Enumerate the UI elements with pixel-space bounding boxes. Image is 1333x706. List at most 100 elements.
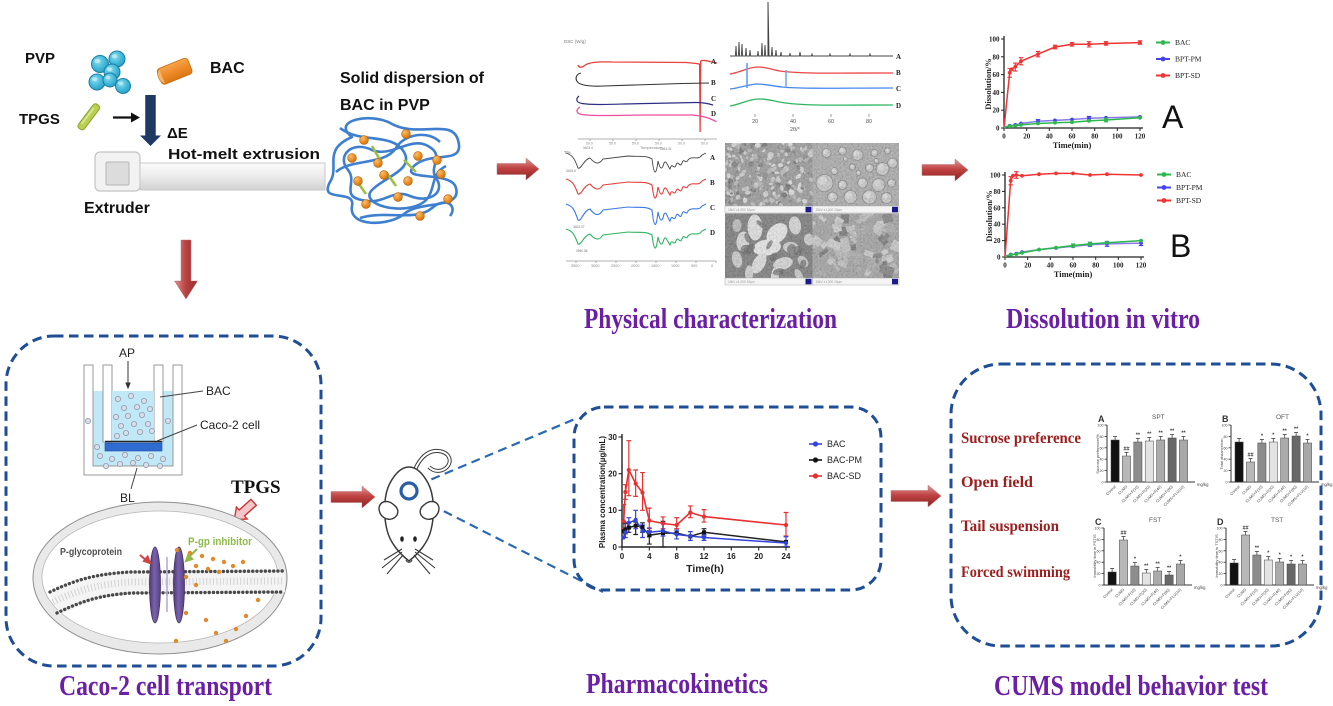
svg-text:mg/kg: mg/kg	[1197, 482, 1209, 487]
svg-text:Time(min): Time(min)	[1054, 269, 1093, 279]
svg-text:Physical characterization: Physical characterization	[584, 304, 837, 335]
svg-text:1663.31: 1663.31	[660, 147, 672, 151]
svg-text:BAC: BAC	[827, 439, 846, 449]
svg-text:AP: AP	[119, 346, 135, 360]
svg-text:50.0: 50.0	[701, 142, 708, 146]
svg-text:Dissolution/%: Dissolution/%	[983, 58, 993, 110]
svg-text:15kV x1,000 10µm: 15kV x1,000 10µm	[816, 280, 843, 284]
svg-text:BAC: BAC	[1176, 170, 1191, 179]
svg-text:40: 40	[994, 221, 1002, 229]
svg-text:Control: Control	[1105, 485, 1117, 497]
svg-text:20: 20	[1023, 133, 1031, 141]
svg-text:4: 4	[647, 552, 652, 561]
svg-text:50.0: 50.0	[632, 142, 639, 146]
svg-text:120: 120	[1136, 262, 1147, 270]
svg-text:DSC (W/g): DSC (W/g)	[564, 39, 586, 44]
svg-text:40: 40	[1100, 458, 1104, 462]
svg-text:BPT-SD: BPT-SD	[1175, 71, 1201, 80]
svg-text:20: 20	[608, 470, 617, 479]
svg-text:CUMS: CUMS	[1236, 588, 1247, 599]
svg-text:ΔE: ΔE	[167, 125, 188, 142]
svg-text:60: 60	[993, 71, 1001, 79]
svg-text:Tail suspension: Tail suspension	[961, 518, 1059, 535]
svg-text:*: *	[1290, 555, 1293, 561]
svg-text:*: *	[1279, 553, 1282, 559]
svg-text:D: D	[896, 102, 901, 110]
svg-text:Time(min): Time(min)	[1053, 140, 1092, 150]
svg-text:40: 40	[1047, 262, 1055, 270]
svg-text:80: 80	[1219, 538, 1223, 542]
svg-text:30: 30	[608, 433, 617, 442]
svg-text:CUMS: CUMS	[1241, 485, 1252, 496]
svg-text:2000: 2000	[631, 264, 639, 268]
svg-text:80: 80	[1100, 435, 1104, 439]
svg-text:B: B	[710, 179, 715, 187]
svg-text:50.0: 50.0	[655, 142, 662, 146]
svg-text:80: 80	[994, 188, 1002, 196]
svg-text:CUMS model behavior test: CUMS model behavior test	[994, 671, 1269, 702]
svg-text:##: ##	[1123, 447, 1129, 453]
svg-text:BAC-PM: BAC-PM	[827, 455, 862, 465]
svg-text:C: C	[710, 204, 715, 212]
svg-text:Open field: Open field	[961, 474, 1033, 491]
svg-text:CUMS: CUMS	[1117, 485, 1128, 496]
svg-text:BAC in PVP: BAC in PVP	[340, 97, 430, 114]
svg-text:0: 0	[1102, 481, 1104, 485]
svg-text:0: 0	[620, 552, 625, 561]
svg-text:Forced swimming: Forced swimming	[961, 564, 1070, 581]
svg-text:0: 0	[1099, 584, 1101, 588]
svg-text:OFT: OFT	[1276, 414, 1289, 421]
svg-text:20: 20	[1100, 469, 1104, 473]
svg-text:mg/kg: mg/kg	[1194, 585, 1206, 590]
svg-text:C: C	[711, 95, 716, 103]
svg-text:**: **	[1181, 431, 1186, 437]
svg-text:80: 80	[1092, 262, 1100, 270]
svg-text:20: 20	[1219, 572, 1223, 576]
svg-text:60: 60	[1097, 549, 1101, 553]
svg-text:BL: BL	[120, 491, 135, 505]
svg-text:2950.56: 2950.56	[576, 249, 588, 253]
svg-text:A: A	[711, 58, 716, 66]
svg-text:**: **	[1136, 433, 1141, 439]
svg-text:BAC: BAC	[206, 384, 231, 398]
svg-text:**: **	[1170, 429, 1175, 435]
svg-text:**: **	[1156, 562, 1161, 568]
svg-text:D: D	[1217, 517, 1224, 527]
svg-text:C: C	[1095, 517, 1102, 527]
svg-text:PVP: PVP	[25, 50, 55, 67]
svg-text:Hot-melt extrusion: Hot-melt extrusion	[168, 146, 320, 163]
svg-text:80: 80	[1097, 538, 1101, 542]
svg-text:60: 60	[828, 119, 834, 125]
svg-text:Extruder: Extruder	[84, 200, 150, 217]
svg-text:Time(h): Time(h)	[686, 563, 724, 575]
svg-text:mg/kg: mg/kg	[1321, 482, 1333, 487]
svg-text:A: A	[1162, 99, 1184, 135]
svg-text:50.0: 50.0	[678, 142, 685, 146]
svg-text:mg/kg: mg/kg	[1316, 585, 1328, 590]
svg-text:100: 100	[1095, 527, 1101, 531]
svg-text:60: 60	[1100, 446, 1104, 450]
svg-text:Temperature: Temperature	[640, 145, 663, 150]
svg-text:*: *	[1134, 557, 1137, 563]
svg-text:BPT-PM: BPT-PM	[1176, 183, 1203, 192]
svg-text:**: **	[1283, 429, 1288, 435]
svg-text:##: ##	[1247, 453, 1253, 459]
svg-text:Control: Control	[1102, 588, 1114, 600]
svg-text:3403.4: 3403.4	[583, 146, 593, 150]
svg-text:BAC: BAC	[210, 60, 245, 77]
svg-text:Immobility time in TST/S: Immobility time in TST/S	[1214, 534, 1219, 578]
svg-text:40: 40	[993, 89, 1001, 97]
svg-text:80: 80	[993, 53, 1001, 61]
svg-text:*: *	[1261, 434, 1264, 440]
svg-text:Total distance/cm: Total distance/cm	[1219, 438, 1224, 470]
svg-text:BPT-PM: BPT-PM	[1175, 55, 1202, 64]
svg-text:Pharmacokinetics: Pharmacokinetics	[586, 669, 768, 700]
svg-text:0: 0	[1221, 584, 1223, 588]
svg-text:100: 100	[1112, 133, 1123, 141]
svg-text:8: 8	[674, 552, 679, 561]
svg-text:60: 60	[1070, 262, 1078, 270]
svg-text:20: 20	[993, 107, 1001, 115]
svg-text:60: 60	[1219, 549, 1223, 553]
svg-text:0: 0	[997, 254, 1001, 262]
svg-text:P-gp inhibitor: P-gp inhibitor	[188, 536, 253, 548]
